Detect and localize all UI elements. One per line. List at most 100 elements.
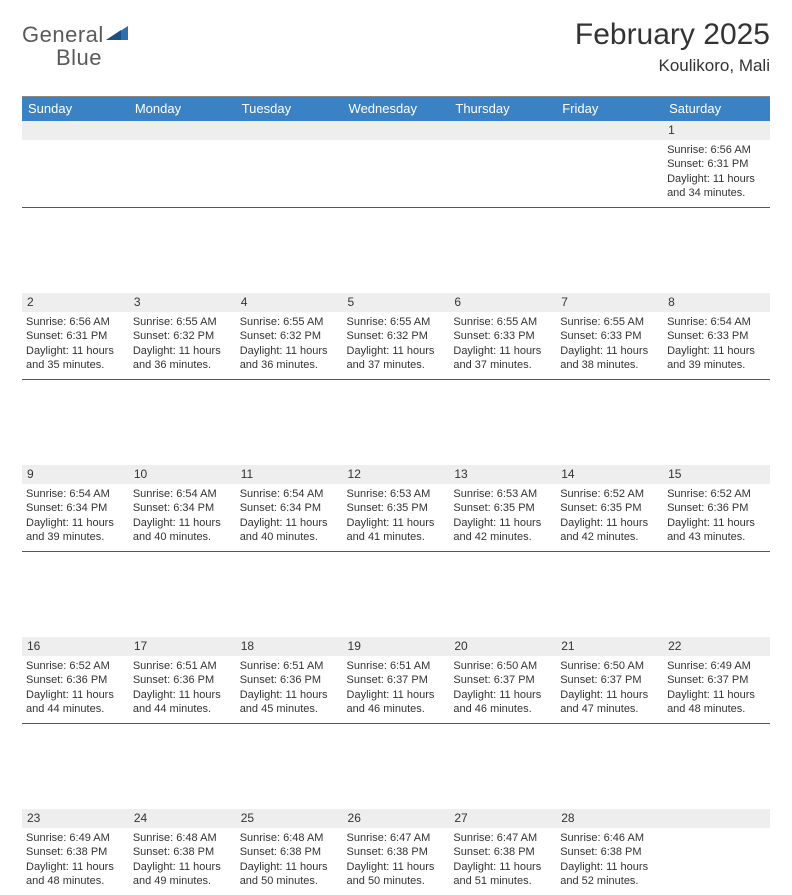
- day-number: 3: [129, 293, 236, 312]
- triangle-icon: [106, 27, 128, 44]
- cell-line: Daylight: 11 hours and 46 minutes.: [347, 688, 446, 716]
- day-header: Friday: [556, 97, 663, 121]
- cell-line: Daylight: 11 hours and 39 minutes.: [667, 344, 766, 372]
- cell-line: Sunrise: 6:56 AM: [667, 143, 766, 157]
- cell-line: Sunrise: 6:51 AM: [133, 659, 232, 673]
- calendar-cell: 6Sunrise: 6:55 AMSunset: 6:33 PMDaylight…: [449, 293, 556, 379]
- cell-line: Sunrise: 6:55 AM: [560, 315, 659, 329]
- calendar-cell: [556, 121, 663, 207]
- header-row: General Blue February 2025 Koulikoro, Ma…: [22, 18, 770, 82]
- calendar-week-row: 2Sunrise: 6:56 AMSunset: 6:31 PMDaylight…: [22, 293, 770, 379]
- cell-line: Daylight: 11 hours and 46 minutes.: [453, 688, 552, 716]
- day-number: 1: [663, 121, 770, 140]
- day-number: 24: [129, 809, 236, 828]
- cell-line: Sunrise: 6:55 AM: [240, 315, 339, 329]
- cell-line: Daylight: 11 hours and 36 minutes.: [133, 344, 232, 372]
- day-number: 17: [129, 637, 236, 656]
- cell-line: Sunrise: 6:50 AM: [560, 659, 659, 673]
- calendar-cell: 10 Sunrise: 6:54 AMSunset: 6:34 PMDayligh…: [129, 465, 236, 551]
- day-header: Wednesday: [343, 97, 450, 121]
- day-number: 19: [343, 637, 450, 656]
- cell-line: Sunset: 6:38 PM: [453, 845, 552, 859]
- cell-line: Daylight: 11 hours and 48 minutes.: [26, 860, 125, 888]
- calendar-cell: 17Sunrise: 6:51 AMSunset: 6:36 PMDayligh…: [129, 637, 236, 723]
- day-header: Tuesday: [236, 97, 343, 121]
- cell-line: Sunset: 6:38 PM: [133, 845, 232, 859]
- day-number: 9: [22, 465, 129, 484]
- day-number: 23: [22, 809, 129, 828]
- calendar-cell: 1Sunrise: 6:56 AMSunset: 6:31 PMDaylight…: [663, 121, 770, 207]
- day-number: 28: [556, 809, 663, 828]
- cell-line: Sunset: 6:31 PM: [667, 157, 766, 171]
- cell-line: Sunset: 6:37 PM: [453, 673, 552, 687]
- calendar-cell: [129, 121, 236, 207]
- week-separator: [22, 379, 770, 465]
- day-number: 16: [22, 637, 129, 656]
- cell-line: Sunrise: 6:48 AM: [240, 831, 339, 845]
- cell-line: Sunset: 6:36 PM: [240, 673, 339, 687]
- calendar-cell: 12Sunrise: 6:53 AMSunset: 6:35 PMDayligh…: [343, 465, 450, 551]
- cell-line: Sunrise: 6:55 AM: [453, 315, 552, 329]
- calendar-cell: [343, 121, 450, 207]
- brand-word-2: Blue: [22, 45, 102, 70]
- cell-line: Daylight: 11 hours and 44 minutes.: [133, 688, 232, 716]
- cell-line: Daylight: 11 hours and 44 minutes.: [26, 688, 125, 716]
- calendar-cell: [236, 121, 343, 207]
- cell-line: Sunrise: 6:55 AM: [347, 315, 446, 329]
- cell-line: Sunset: 6:36 PM: [667, 501, 766, 515]
- calendar-cell: 24Sunrise: 6:48 AMSunset: 6:38 PMDayligh…: [129, 809, 236, 895]
- day-number: 13: [449, 465, 556, 484]
- cell-line: Daylight: 11 hours and 35 minutes.: [26, 344, 125, 372]
- cell-line: Sunset: 6:38 PM: [240, 845, 339, 859]
- cell-line: Sunrise: 6:54 AM: [133, 487, 232, 501]
- cell-line: Sunrise: 6:54 AM: [667, 315, 766, 329]
- cell-line: Daylight: 11 hours and 41 minutes.: [347, 516, 446, 544]
- cell-line: Daylight: 11 hours and 38 minutes.: [560, 344, 659, 372]
- calendar-cell: 15Sunrise: 6:52 AMSunset: 6:36 PMDayligh…: [663, 465, 770, 551]
- day-number: 25: [236, 809, 343, 828]
- cell-line: Daylight: 11 hours and 50 minutes.: [240, 860, 339, 888]
- calendar-cell: 27Sunrise: 6:47 AMSunset: 6:38 PMDayligh…: [449, 809, 556, 895]
- calendar-cell: [22, 121, 129, 207]
- day-number: 22: [663, 637, 770, 656]
- cell-line: Sunset: 6:37 PM: [667, 673, 766, 687]
- cell-line: Sunrise: 6:52 AM: [667, 487, 766, 501]
- cell-line: Sunset: 6:37 PM: [347, 673, 446, 687]
- day-header: Thursday: [449, 97, 556, 121]
- calendar-cell: 5Sunrise: 6:55 AMSunset: 6:32 PMDaylight…: [343, 293, 450, 379]
- cell-line: Daylight: 11 hours and 39 minutes.: [26, 516, 125, 544]
- cell-line: Sunset: 6:32 PM: [133, 329, 232, 343]
- calendar-cell: 20Sunrise: 6:50 AMSunset: 6:37 PMDayligh…: [449, 637, 556, 723]
- calendar-cell: 3Sunrise: 6:55 AMSunset: 6:32 PMDaylight…: [129, 293, 236, 379]
- cell-line: Daylight: 11 hours and 45 minutes.: [240, 688, 339, 716]
- cell-line: Daylight: 11 hours and 43 minutes.: [667, 516, 766, 544]
- cell-line: Sunrise: 6:49 AM: [26, 831, 125, 845]
- cell-line: Sunset: 6:34 PM: [133, 501, 232, 515]
- title-block: February 2025 Koulikoro, Mali: [575, 18, 770, 82]
- cell-line: Sunrise: 6:47 AM: [453, 831, 552, 845]
- cell-line: Daylight: 11 hours and 48 minutes.: [667, 688, 766, 716]
- day-number: 7: [556, 293, 663, 312]
- cell-line: Daylight: 11 hours and 40 minutes.: [133, 516, 232, 544]
- day-number: 10: [129, 465, 236, 484]
- week-separator: [22, 551, 770, 637]
- calendar-cell: 13Sunrise: 6:53 AMSunset: 6:35 PMDayligh…: [449, 465, 556, 551]
- day-header: Monday: [129, 97, 236, 121]
- cell-line: Sunset: 6:33 PM: [453, 329, 552, 343]
- calendar-cell: 28Sunrise: 6:46 AMSunset: 6:38 PMDayligh…: [556, 809, 663, 895]
- calendar-cell: 22Sunrise: 6:49 AMSunset: 6:37 PMDayligh…: [663, 637, 770, 723]
- day-number: 27: [449, 809, 556, 828]
- cell-line: Sunrise: 6:52 AM: [26, 659, 125, 673]
- cell-line: Sunrise: 6:50 AM: [453, 659, 552, 673]
- cell-line: Daylight: 11 hours and 42 minutes.: [560, 516, 659, 544]
- calendar-cell: 26Sunrise: 6:47 AMSunset: 6:38 PMDayligh…: [343, 809, 450, 895]
- cell-line: Sunrise: 6:54 AM: [26, 487, 125, 501]
- cell-line: Sunrise: 6:56 AM: [26, 315, 125, 329]
- cell-line: Daylight: 11 hours and 37 minutes.: [453, 344, 552, 372]
- calendar-week-row: 23Sunrise: 6:49 AMSunset: 6:38 PMDayligh…: [22, 809, 770, 895]
- calendar-cell: 18Sunrise: 6:51 AMSunset: 6:36 PMDayligh…: [236, 637, 343, 723]
- cell-line: Sunrise: 6:47 AM: [347, 831, 446, 845]
- cell-line: Daylight: 11 hours and 49 minutes.: [133, 860, 232, 888]
- calendar-cell: [663, 809, 770, 895]
- cell-line: Daylight: 11 hours and 50 minutes.: [347, 860, 446, 888]
